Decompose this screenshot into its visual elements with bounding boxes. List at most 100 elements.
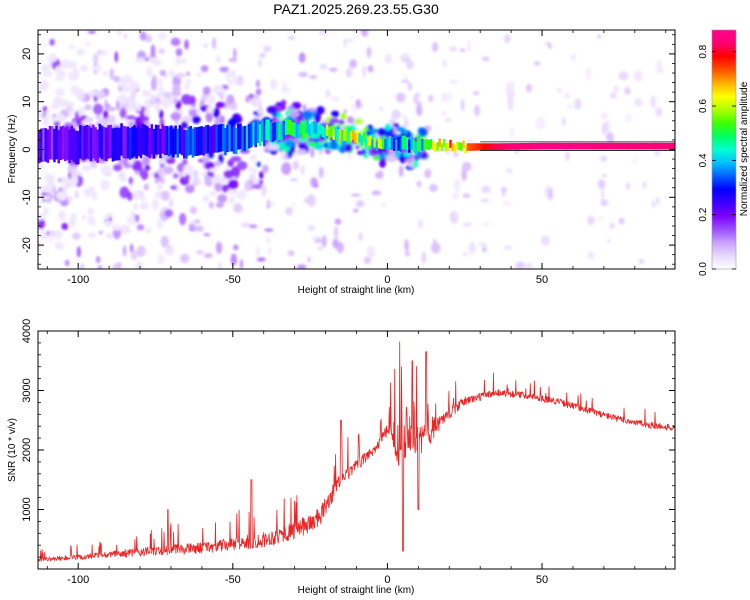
spectrogram-ridge-cell-1402 — [661, 142, 664, 150]
spectrogram-blob-798 — [91, 193, 98, 201]
spectrogram-ridge-cell-1226 — [280, 124, 283, 141]
spectrogram-blob-97 — [130, 249, 138, 261]
spectrogram-ridge-cell-1202 — [228, 124, 231, 152]
spectrogram-blob-1047 — [412, 159, 418, 169]
spectrogram-blob-81 — [203, 253, 213, 258]
spectrogram-blob-705 — [87, 232, 97, 239]
spectrogram-blob-504 — [163, 166, 174, 175]
spectrogram-ridge-cell-1125 — [61, 125, 65, 160]
spectrogram-ridge-cell-1364 — [579, 142, 582, 150]
spectrogram-ridge-cell-1296 — [432, 140, 435, 150]
spectrogram-blob-426 — [67, 195, 74, 203]
spectrogram-ridge-cell-1256 — [345, 130, 348, 141]
spectrogram-blob-571 — [99, 49, 108, 56]
spectrogram-ridge-cell-1387 — [628, 142, 632, 150]
spectrogram-ridge-cell-1331 — [507, 143, 511, 150]
spectrogram-blob-108 — [205, 111, 213, 123]
spectrogram-blob-243 — [255, 245, 261, 258]
spectrogram-blob-26 — [208, 201, 214, 209]
spectrogram-ridge-cell-1330 — [505, 143, 508, 150]
spectrogram-blob-290 — [80, 263, 85, 269]
colorbar-tick-label-1: 0.2 — [698, 207, 709, 221]
spectrogram-blob-340 — [389, 118, 396, 125]
spectrogram-ridge-cell-1334 — [514, 143, 517, 150]
spectrogram-blob-899 — [55, 193, 66, 198]
spectrogram-blob-375 — [291, 203, 296, 208]
spectrogram-blob-296 — [656, 196, 660, 206]
colorbar-tick-label-0: 0.0 — [698, 262, 709, 276]
spectrogram-blob-860 — [346, 116, 354, 124]
spectrogram-ridge-cell-1385 — [624, 142, 628, 150]
spectrogram-ridge-cell-1196 — [215, 124, 218, 153]
spectrogram-blob-959 — [188, 109, 198, 117]
spectrogram-ridge-cell-1393 — [641, 142, 645, 150]
spectrogram-ridge-cell-1166 — [150, 124, 154, 155]
spectrogram-blob-1011 — [316, 106, 325, 115]
spectrogram-ridge-cell-1348 — [544, 142, 547, 150]
spectrogram-blob-75 — [525, 83, 533, 93]
spectrogram-blob-35 — [563, 92, 571, 99]
spectrogram-blob-120 — [184, 39, 189, 50]
spectrogram-blob-248 — [130, 243, 134, 253]
spectrogram-blob-611 — [41, 63, 50, 74]
spectrogram-ridge-cell-1160 — [137, 125, 141, 157]
spectrogram-ridge-cell-1163 — [144, 125, 147, 156]
spectrogram-blob-278 — [150, 78, 157, 91]
spectrogram-blob-249 — [109, 68, 115, 80]
spectrogram-blob-385 — [400, 79, 410, 83]
spectrogram-ridge-cell-1320 — [483, 143, 487, 151]
spectrogram-blob-274 — [367, 65, 374, 73]
spectrogram-ridge-cell-1284 — [406, 137, 409, 151]
spectrogram-blob-589 — [280, 99, 287, 107]
spectrogram-ridge-cell-1321 — [486, 143, 489, 151]
spectrogram-ridge-cell-1338 — [522, 143, 526, 150]
spectrogram-ridge-cell-1147 — [109, 124, 112, 159]
spectrogram-blob-334 — [601, 188, 605, 201]
spectrogram-blob-649 — [85, 41, 91, 47]
spectrogram-blob-240 — [325, 89, 331, 98]
spectrogram-ridge-cell-1269 — [373, 137, 376, 147]
spectrogram-ridge-cell-1368 — [587, 142, 591, 150]
spectrogram-blob-130 — [98, 230, 104, 235]
spectrogram-blob-53 — [157, 32, 168, 40]
spectrogram-y-tick-label-3: 10 — [21, 96, 33, 108]
spectrogram-blob-986 — [93, 103, 103, 115]
spectrogram-ridge-cell-1304 — [449, 139, 452, 148]
spectrogram-blob-247 — [230, 253, 237, 266]
spectrogram-ridge-cell-1146 — [107, 125, 110, 159]
spectrogram-blob-397 — [473, 91, 480, 95]
spectrogram-blob-1036 — [209, 167, 218, 173]
spectrogram-blob-812 — [385, 153, 397, 163]
spectrogram-blob-807 — [191, 115, 201, 124]
spectrogram-ridge-cell-1114 — [38, 129, 41, 164]
spectrogram-ridge-cell-1390 — [635, 142, 638, 150]
spectrogram-blob-1065 — [329, 118, 339, 124]
spectrogram-ridge-cell-1277 — [390, 137, 394, 150]
spectrogram-blob-1077 — [377, 128, 386, 137]
snr-x-ticks: -100 -50 0 50 — [46, 331, 667, 586]
spectrogram-blob-378 — [218, 261, 222, 269]
spectrogram-ridge-cell-1207 — [239, 123, 242, 150]
spectrogram-ridge-cell-1250 — [332, 129, 335, 140]
spectrogram-blob-1004 — [84, 104, 92, 111]
spectrogram-blob-673 — [132, 202, 139, 211]
spectrogram-ridge-cell-1141 — [96, 129, 99, 163]
spectrogram-blob-1018 — [143, 183, 149, 191]
spectrogram-ridge-cell-1155 — [126, 126, 130, 159]
spectrogram-blob-196 — [334, 218, 342, 225]
spectrogram-ridge-cell-1188 — [198, 126, 201, 156]
spectrogram-ridge-cell-1360 — [570, 142, 573, 150]
spectrogram-ridge-cell-1254 — [341, 129, 344, 140]
spectrogram-blob-1035 — [206, 94, 216, 105]
spectrogram-ridge-cell-1174 — [167, 127, 171, 157]
spectrogram-ridge-cell-1259 — [351, 130, 355, 140]
spectrogram-ridge-cell-1317 — [477, 143, 480, 151]
spectrogram-blob-217 — [574, 98, 582, 110]
spectrogram-blob-200 — [468, 241, 476, 255]
spectrogram-ridge-cell-1316 — [475, 143, 478, 151]
spectrogram-blob-17 — [610, 92, 617, 100]
spectrogram-ridge-cell-1169 — [157, 124, 160, 155]
spectrogram-blob-142 — [428, 94, 434, 103]
spectrogram-blob-527 — [113, 164, 123, 172]
spectrogram-blob-212 — [266, 236, 270, 244]
